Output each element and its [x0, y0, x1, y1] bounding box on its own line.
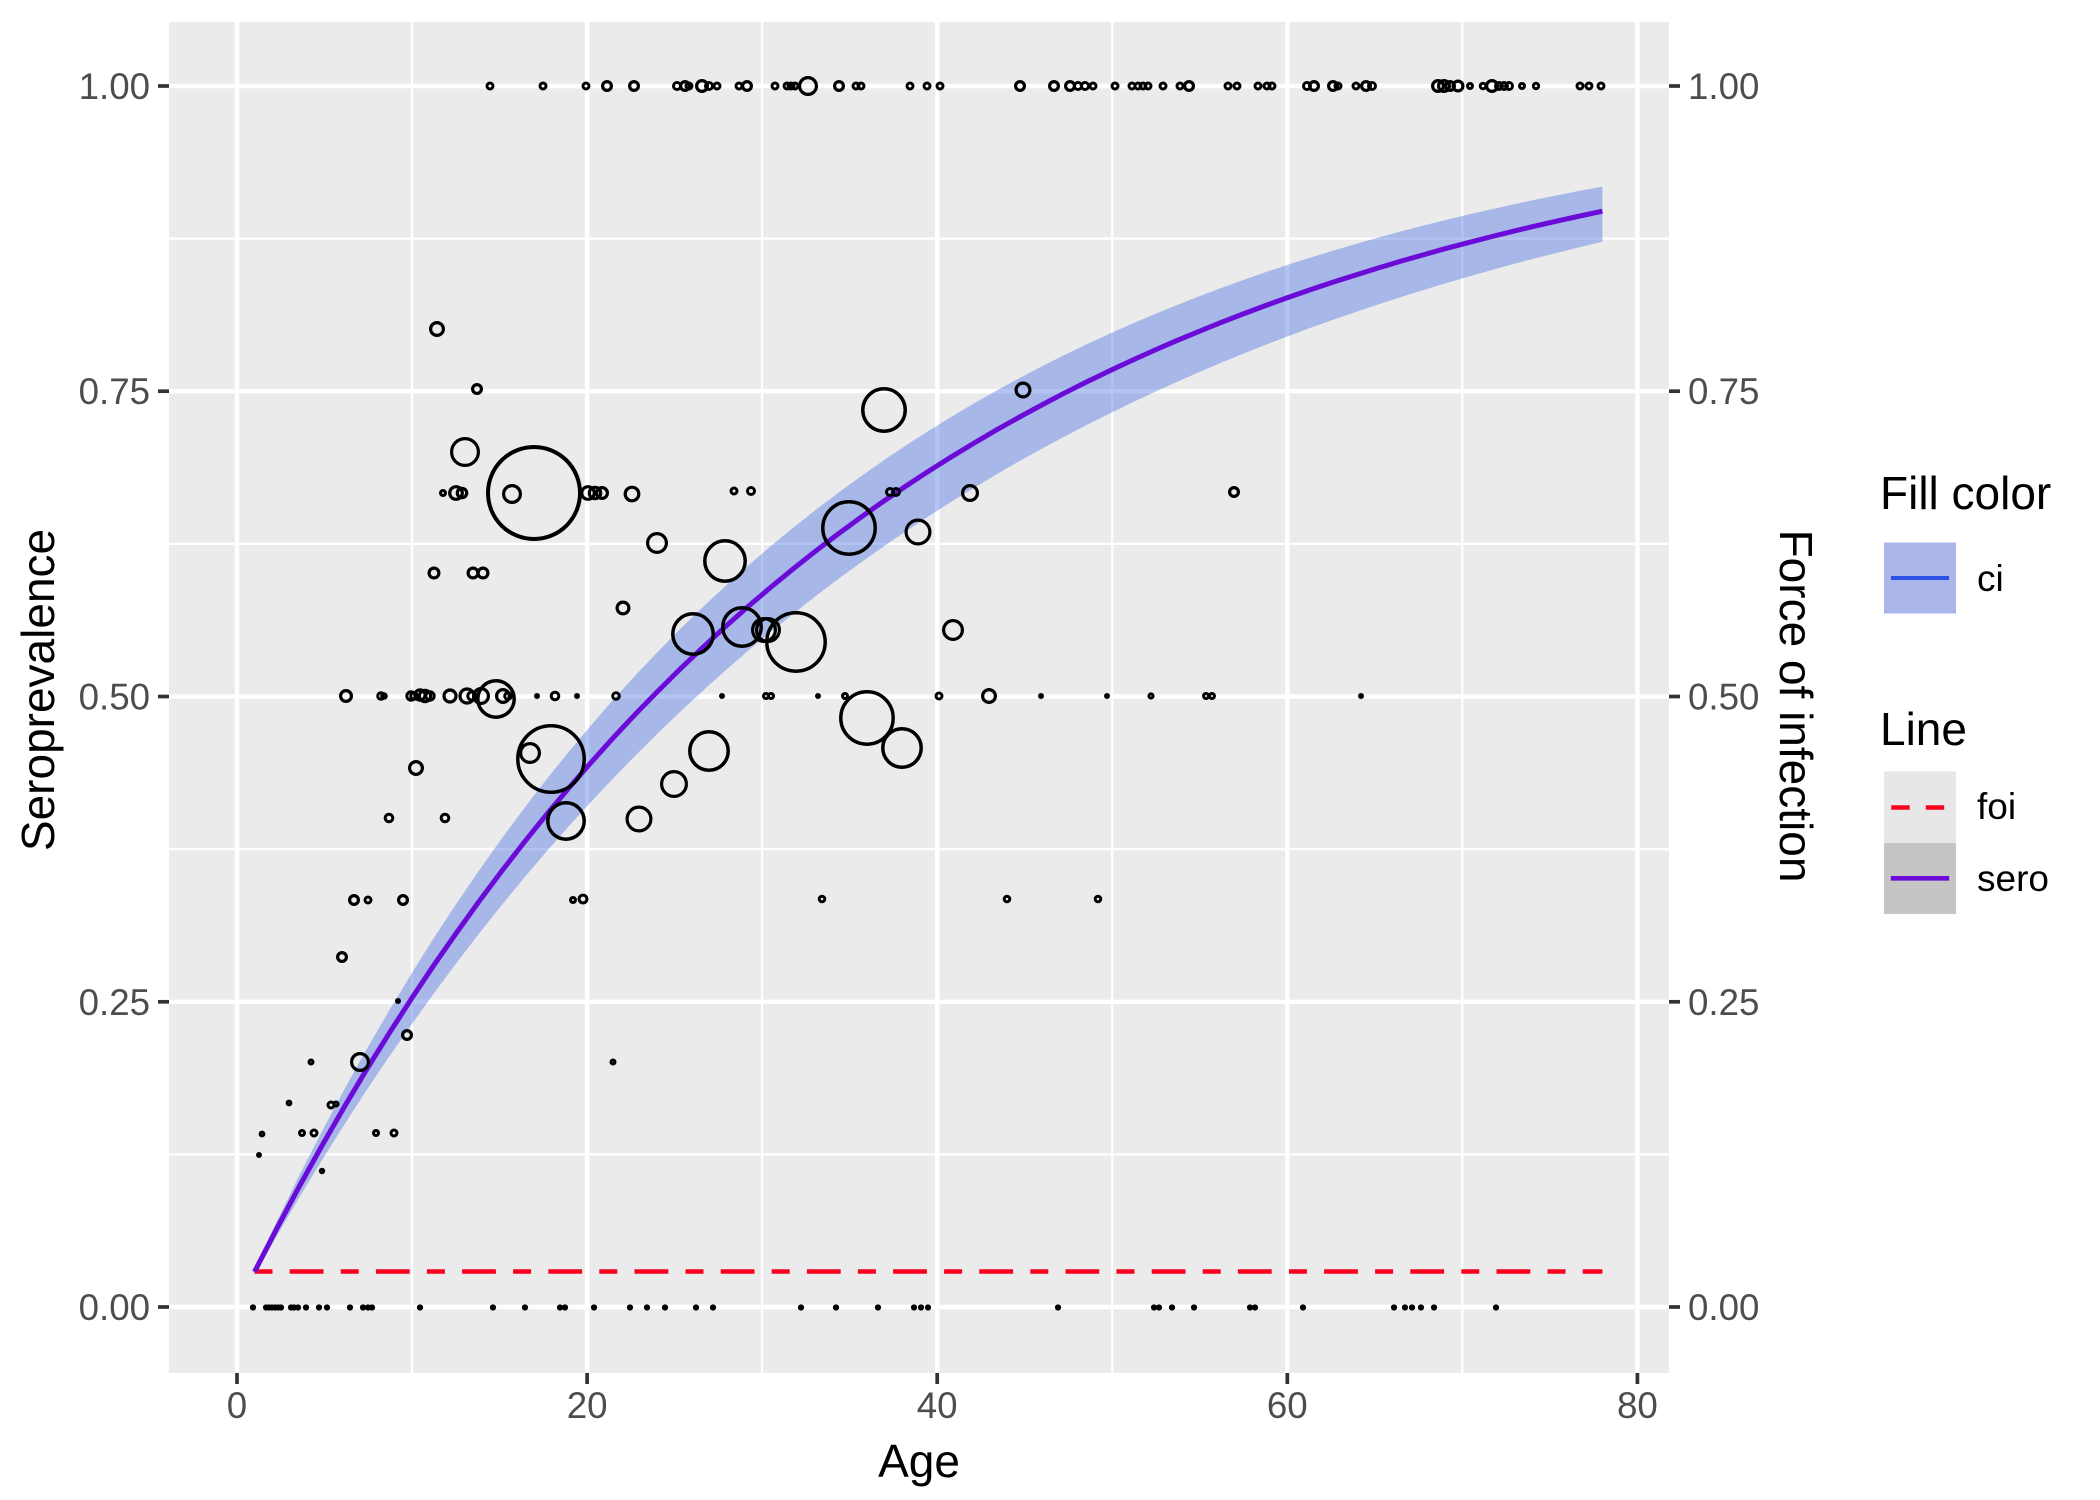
svg-text:0.00: 0.00: [1688, 1287, 1759, 1328]
svg-text:0.50: 0.50: [1688, 677, 1759, 718]
svg-text:Line: Line: [1880, 703, 1967, 755]
svg-text:1.00: 1.00: [79, 66, 150, 107]
svg-text:1.00: 1.00: [1688, 66, 1759, 107]
svg-text:0.75: 0.75: [1688, 371, 1759, 412]
svg-text:sero: sero: [1977, 858, 2049, 899]
svg-text:0.25: 0.25: [1688, 982, 1759, 1023]
svg-text:0.00: 0.00: [79, 1287, 150, 1328]
svg-text:80: 80: [1617, 1385, 1658, 1426]
svg-text:40: 40: [917, 1385, 958, 1426]
svg-text:0.25: 0.25: [79, 982, 150, 1023]
svg-text:Seroprevalence: Seroprevalence: [12, 529, 64, 851]
svg-text:20: 20: [567, 1385, 608, 1426]
svg-text:0.75: 0.75: [79, 371, 150, 412]
svg-text:Age: Age: [878, 1435, 960, 1487]
svg-text:60: 60: [1267, 1385, 1308, 1426]
svg-text:Fill color: Fill color: [1880, 467, 2051, 519]
svg-text:ci: ci: [1977, 558, 2004, 599]
svg-text:0.50: 0.50: [79, 677, 150, 718]
svg-text:foi: foi: [1977, 786, 2016, 827]
svg-text:0: 0: [227, 1385, 247, 1426]
svg-text:Force of infection: Force of infection: [1770, 530, 1822, 883]
